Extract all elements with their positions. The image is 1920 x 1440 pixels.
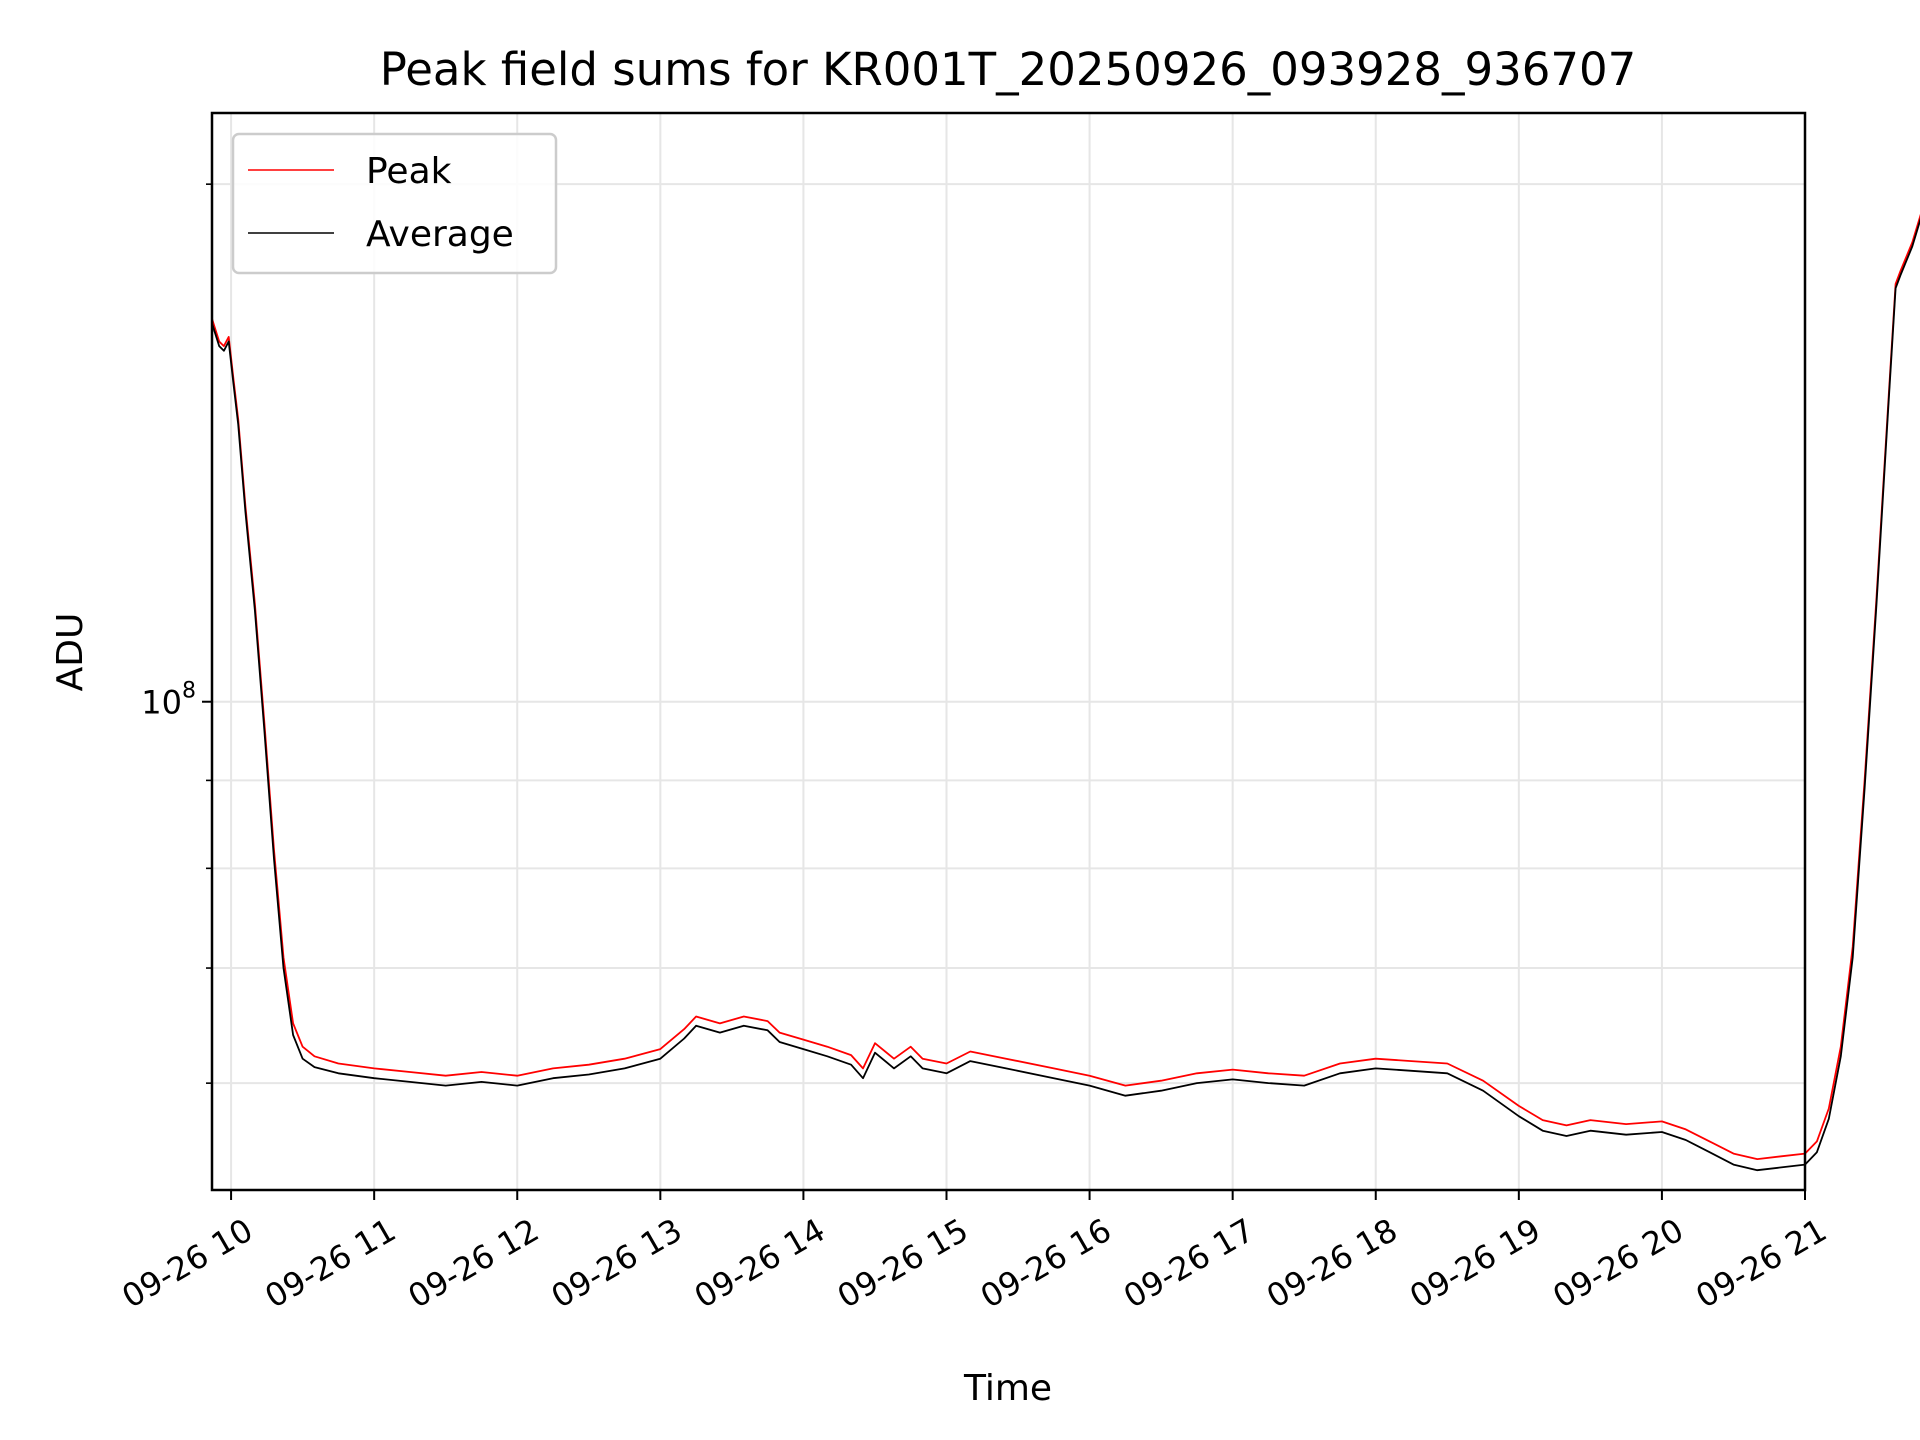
grid-lines bbox=[212, 113, 1806, 1190]
chart-title: Peak field sums for KR001T_20250926_0939… bbox=[380, 43, 1637, 96]
series-line-average bbox=[211, 217, 1920, 1172]
y-axis-label: ADU bbox=[50, 613, 91, 692]
legend: Peak Average bbox=[231, 132, 558, 275]
plot-series bbox=[211, 213, 1920, 1172]
plot-frame bbox=[210, 111, 1807, 1192]
legend-label-average: Average bbox=[366, 214, 514, 255]
x-axis-label: Time bbox=[963, 1368, 1052, 1409]
series-line-peak bbox=[211, 213, 1920, 1160]
legend-label-peak: Peak bbox=[366, 151, 452, 192]
y-tick-label: 108 bbox=[141, 679, 196, 722]
legend-box bbox=[231, 132, 558, 275]
y-axis: 108 bbox=[141, 183, 212, 1084]
